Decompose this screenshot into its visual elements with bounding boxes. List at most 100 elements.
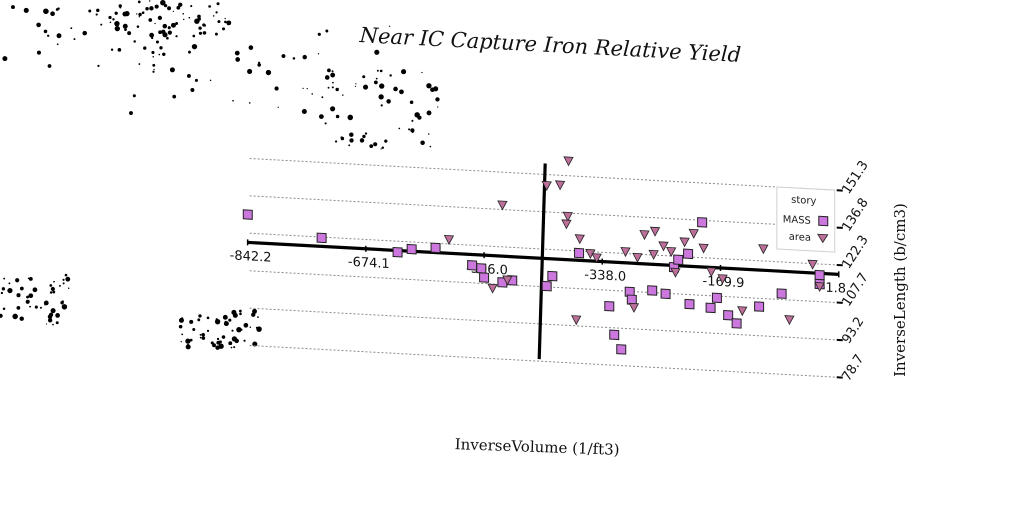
ink-speck [257,316,259,318]
ink-speck [216,340,221,345]
ink-speck [27,277,30,280]
ink-speck [62,282,65,285]
ink-speck [373,80,378,85]
ink-speck [114,25,120,32]
mass-point [705,302,716,314]
ink-speck [2,56,8,62]
ink-speck [148,0,151,2]
ink-speck [155,40,159,44]
ink-speck [190,5,193,8]
ink-speck [435,97,440,102]
ink-speck [317,32,321,36]
ink-speck [124,10,130,17]
area-point [649,226,661,237]
ink-speck [172,94,177,99]
ink-speck [327,68,331,73]
ink-speck [222,314,228,320]
ink-speck [216,2,220,6]
ink-speck [154,4,159,9]
ink-speck [88,9,92,13]
ink-speck [141,11,145,15]
ink-speck [138,12,142,17]
ink-speck [206,329,210,332]
ink-speck [292,57,296,60]
ink-speck [119,6,122,9]
ink-speck [133,40,136,43]
ink-speck [363,84,369,90]
ink-speck [53,280,55,283]
ink-speck [154,22,156,25]
ink-speck [162,52,166,56]
ink-speck [8,282,11,285]
ink-speck [232,99,234,102]
ink-speck [409,100,414,105]
x-tick-label: -674.1 [348,255,390,272]
ink-speck [228,318,232,322]
ink-speck [43,8,49,15]
ink-speck [340,136,345,141]
ink-speck [379,69,383,73]
ink-speck [65,276,71,282]
ink-speck [188,50,191,54]
area-point [648,249,659,260]
ink-speck [384,139,388,143]
x-tick-labels: -842.2 -674.1 -506.0 -338.0 -169.9 -1.8 [230,239,846,297]
ink-speck [214,318,221,325]
ink-speck [55,8,59,11]
ink-speck [281,54,286,59]
mass-point [647,285,658,296]
ink-speck [380,148,382,150]
ink-speck [311,93,314,95]
y-axis-line [537,163,547,360]
ink-speck [158,53,161,56]
ink-speck [198,26,202,30]
x-axis-title: InverseVolume (1/ft3) [454,435,619,459]
ink-speck [62,278,65,281]
ink-speck [362,134,366,139]
ink-speck [16,306,21,310]
ink-speck [50,308,56,314]
ink-speck [178,324,183,329]
ink-speck [23,7,29,13]
legend-label-area: area [789,232,811,244]
area-point [591,253,602,264]
ink-speck [16,293,21,298]
ink-speck [112,18,115,21]
ink-speck [379,83,385,89]
area-point [666,246,677,257]
ink-speck [149,32,155,38]
area-point [541,180,552,191]
ink-speck [52,290,56,294]
ink-speck [73,38,76,41]
ink-speck [96,8,100,13]
ink-speck [218,343,224,349]
ink-speck [325,29,329,33]
ink-speck [201,336,206,340]
ink-speck [100,23,103,26]
ink-speck [348,144,351,147]
ink-speck [248,45,254,50]
y-tick-label: 93.2 [839,315,867,347]
ink-speck [197,17,201,21]
ink-speck [182,18,185,21]
ink-speck [192,328,196,332]
mass-point [626,294,637,305]
ink-speck [209,79,212,82]
ink-speck [50,286,55,292]
ink-speck [243,339,246,342]
ink-speck [152,70,155,73]
ink-speck [55,321,59,325]
ink-speck [26,295,29,299]
area-point [497,200,508,211]
ink-speck [301,108,307,114]
ink-speck [247,68,253,75]
y-tick-label: 78.7 [839,352,867,384]
ink-speck [153,68,155,71]
ink-speck [330,72,336,78]
ink-speck [58,284,61,287]
ink-speck [421,71,423,74]
x-tick-label: -1.8 [821,280,846,296]
mass-point [673,254,684,265]
ink-speck [181,333,184,336]
legend: story MASS area [776,186,836,253]
